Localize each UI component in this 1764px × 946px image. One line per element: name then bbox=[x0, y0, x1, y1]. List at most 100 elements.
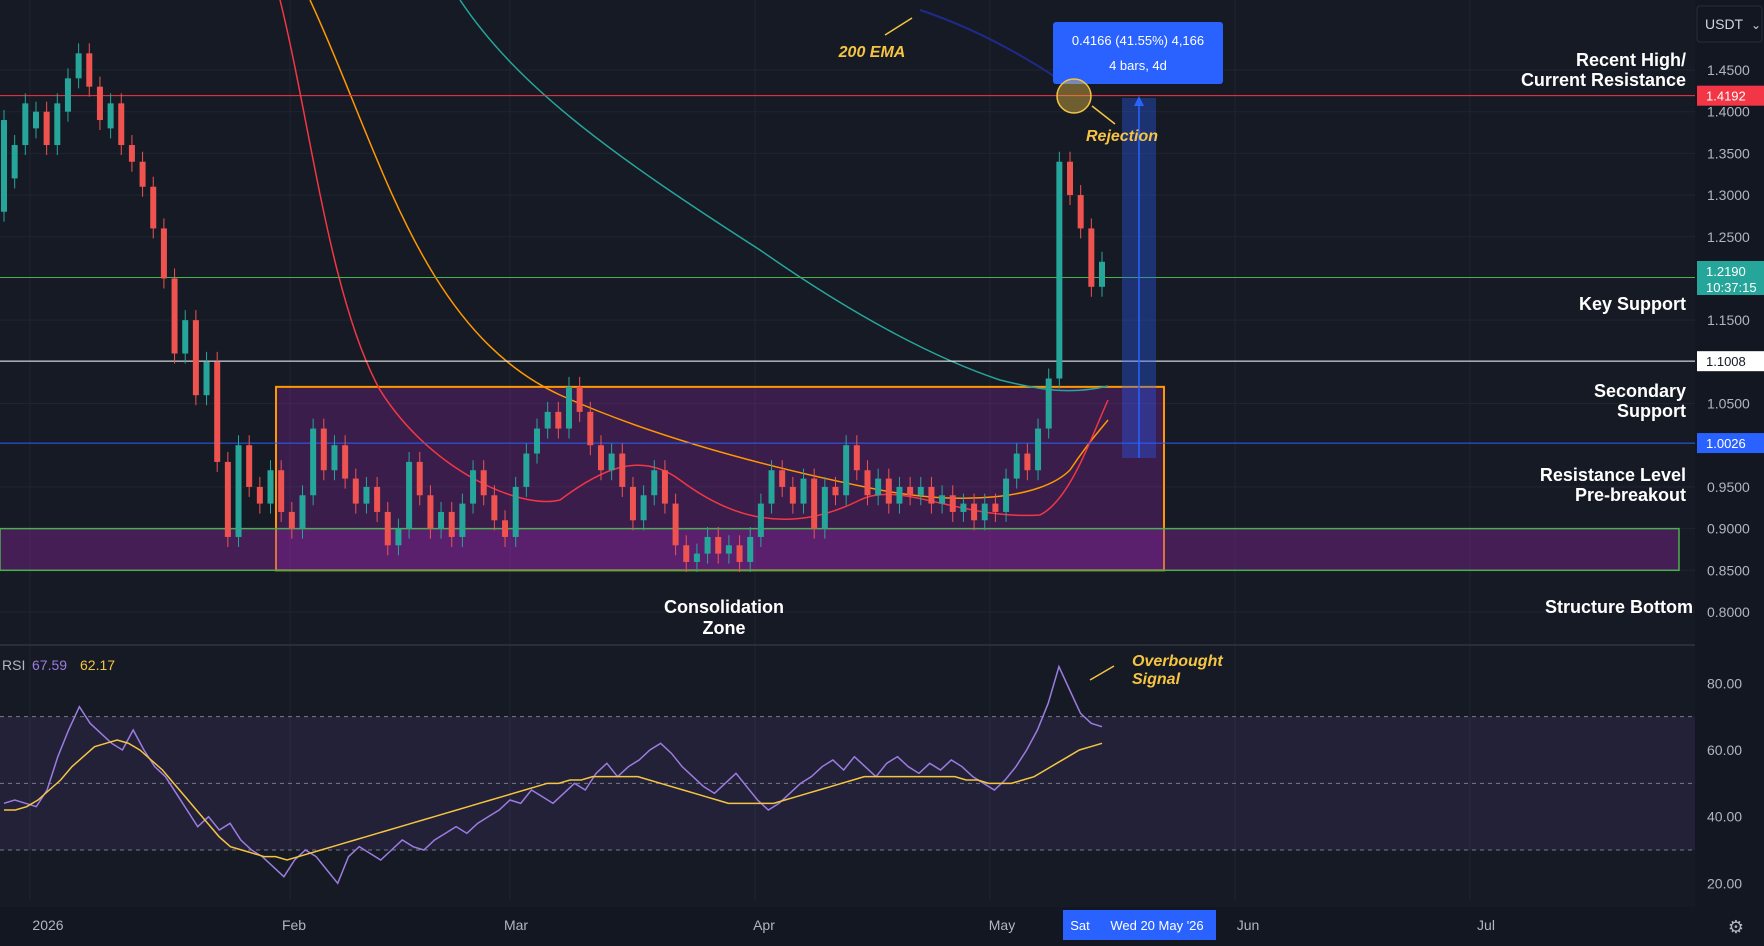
candle-body bbox=[555, 411, 562, 429]
candle-body bbox=[96, 86, 103, 121]
candle-body bbox=[907, 486, 914, 496]
candle-body bbox=[352, 478, 359, 504]
ema200-arrow bbox=[884, 17, 913, 36]
candle-body bbox=[523, 453, 530, 487]
candle-body bbox=[693, 553, 700, 562]
candle-body bbox=[832, 486, 839, 496]
candle-body bbox=[374, 486, 381, 512]
price-tick: 0.9000 bbox=[1707, 521, 1750, 537]
rsi-tick: 80.00 bbox=[1707, 675, 1742, 691]
candle-body bbox=[757, 503, 764, 537]
currency-selector[interactable] bbox=[1696, 5, 1763, 43]
price-tick: 1.3500 bbox=[1707, 145, 1750, 161]
candle-body bbox=[118, 103, 125, 146]
rsi-label: RSI bbox=[2, 657, 25, 673]
candle-body bbox=[736, 545, 743, 562]
ema-200-line bbox=[919, 9, 1061, 81]
annot-recent-high-1: Recent High/ bbox=[1576, 50, 1686, 70]
rsi-value1: 67.59 bbox=[32, 657, 67, 673]
candle-body bbox=[139, 161, 146, 187]
level-tag-bg-3 bbox=[1697, 433, 1764, 454]
price-axis-background[interactable] bbox=[1695, 0, 1764, 946]
rejection-circle bbox=[1056, 78, 1092, 114]
rsi-value2: 62.17 bbox=[80, 657, 115, 673]
annot-consolidation-2: Zone bbox=[703, 618, 746, 638]
candle-body bbox=[949, 495, 956, 512]
candle-body bbox=[1045, 378, 1052, 429]
candle-body bbox=[885, 478, 892, 504]
candle-body bbox=[310, 428, 317, 496]
annot-resistance-1: Resistance Level bbox=[1540, 465, 1686, 485]
annot-consolidation-1: Consolidation bbox=[664, 597, 784, 617]
candle-body bbox=[171, 278, 178, 354]
time-tick: 2026 bbox=[32, 917, 63, 933]
candle-body bbox=[342, 445, 349, 479]
time-tick: Feb bbox=[282, 917, 306, 933]
time-tick: Mar bbox=[504, 917, 528, 933]
candle-body bbox=[875, 478, 882, 496]
candle-body bbox=[683, 545, 690, 562]
candle-body bbox=[917, 486, 924, 496]
price-tick: 1.3000 bbox=[1707, 187, 1750, 203]
settings-gear-icon[interactable]: ⚙ bbox=[1728, 917, 1744, 937]
candle-body bbox=[811, 478, 818, 529]
candle-body bbox=[256, 486, 263, 504]
rsi-tick: 40.00 bbox=[1707, 809, 1742, 825]
candle-body bbox=[661, 470, 668, 504]
candle-body bbox=[299, 495, 306, 529]
candle-body bbox=[448, 511, 455, 537]
candle-body bbox=[22, 103, 29, 146]
ema-red-line bbox=[279, 0, 1109, 521]
candle-body bbox=[86, 53, 93, 87]
level-tag-3: 1.0026 bbox=[1706, 436, 1746, 451]
annot-secondary-2: Support bbox=[1617, 401, 1686, 421]
candle-body bbox=[1077, 195, 1084, 229]
candle-body bbox=[470, 470, 477, 504]
overbought-arrow bbox=[1089, 665, 1115, 681]
rsi-axis[interactable]: 80.00 60.00 40.00 20.00 bbox=[1707, 675, 1742, 891]
price-axis[interactable]: 1.4500 1.4000 1.3500 1.3000 1.2500 1.1500 1.05… bbox=[1707, 62, 1750, 620]
candle-body bbox=[565, 386, 572, 429]
crosshair-date-tag bbox=[1098, 910, 1216, 940]
candle-body bbox=[853, 445, 860, 471]
candle-body bbox=[11, 145, 18, 179]
rsi-tick: 20.00 bbox=[1707, 875, 1742, 891]
candle-body bbox=[416, 461, 423, 496]
candle-body bbox=[800, 478, 807, 504]
candle-body bbox=[789, 486, 796, 504]
candle-body bbox=[619, 453, 626, 487]
candle-body bbox=[1056, 161, 1063, 379]
candle-body bbox=[75, 53, 82, 79]
price-tick: 1.4500 bbox=[1707, 62, 1750, 78]
candle-body bbox=[672, 503, 679, 546]
candle-body bbox=[288, 511, 295, 529]
candle-body bbox=[459, 503, 466, 537]
candle-body bbox=[629, 486, 636, 521]
rsi-pane[interactable] bbox=[0, 664, 1695, 885]
rsi-ma-line bbox=[4, 739, 1103, 861]
annot-resistance-2: Pre-breakout bbox=[1575, 485, 1686, 505]
candle-body bbox=[502, 520, 509, 537]
time-axis[interactable]: 2026 Feb Mar Apr May Jun Jul bbox=[32, 917, 1495, 933]
level-tag-bg-0 bbox=[1697, 85, 1764, 106]
crosshair-date-label: Wed 20 May '26 bbox=[1110, 918, 1203, 933]
candle-body bbox=[192, 320, 199, 396]
time-tick: Jun bbox=[1237, 917, 1260, 933]
level-tag-bg-2 bbox=[1697, 351, 1764, 372]
candle-body bbox=[32, 111, 39, 129]
candle-body bbox=[715, 536, 722, 554]
candle-body bbox=[438, 511, 445, 529]
candle-body bbox=[235, 445, 242, 537]
measure-arrow-head bbox=[1134, 96, 1144, 106]
crosshair-day-label: Sat bbox=[1070, 918, 1090, 933]
candle-body bbox=[534, 428, 541, 454]
candle-body bbox=[821, 486, 828, 529]
price-tick: 1.1500 bbox=[1707, 312, 1750, 328]
time-axis-background[interactable] bbox=[0, 907, 1764, 946]
candle-body bbox=[1088, 228, 1095, 287]
candle-body bbox=[320, 428, 327, 471]
candle-body bbox=[960, 503, 967, 512]
candle-body bbox=[160, 228, 167, 279]
candle-body bbox=[54, 103, 61, 146]
